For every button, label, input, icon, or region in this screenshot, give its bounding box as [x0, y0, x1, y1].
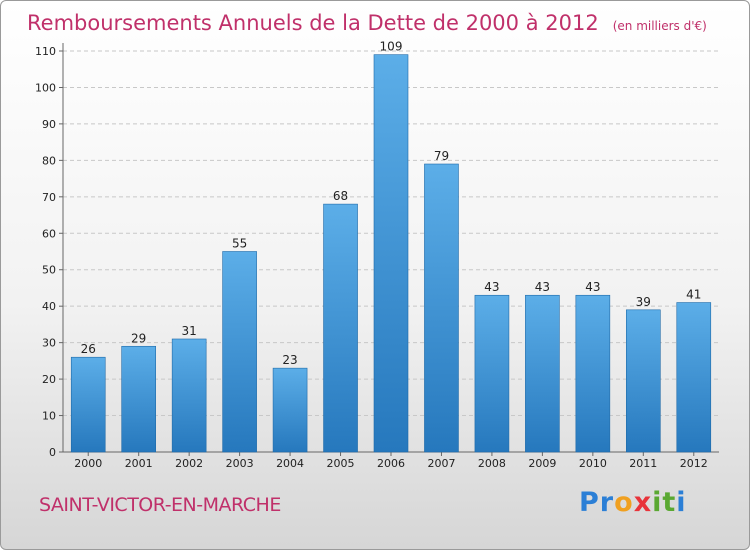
y-tick-label: 10	[42, 410, 56, 423]
value-label: 43	[535, 280, 550, 294]
value-label: 68	[333, 189, 348, 203]
value-label: 31	[182, 324, 197, 338]
value-label: 26	[81, 342, 96, 356]
bar-layer	[70, 54, 712, 453]
logo-letter: r	[599, 487, 615, 518]
proxiti-logo[interactable]: Proxiti	[579, 487, 687, 518]
value-label: 23	[282, 353, 297, 367]
x-tick-label: 2011	[629, 457, 657, 470]
x-tick-label: 2009	[528, 457, 556, 470]
logo-letter: i	[676, 487, 687, 518]
bar-2009	[525, 294, 560, 453]
y-tick-label: 30	[42, 337, 56, 350]
y-tick-label: 40	[42, 300, 56, 313]
x-tick-label: 2005	[327, 457, 355, 470]
chart-subtitle: (en milliers d'€)	[613, 19, 707, 33]
y-tick-label: 50	[42, 264, 56, 277]
y-tick-label: 60	[42, 227, 56, 240]
logo-letter: i	[652, 487, 663, 518]
y-tick-label: 0	[49, 446, 56, 459]
value-label: 39	[636, 295, 651, 309]
x-tick-label: 2010	[579, 457, 607, 470]
logo-letter: t	[662, 487, 677, 518]
bar-2005	[323, 203, 358, 453]
x-tick-label: 2006	[377, 457, 405, 470]
value-label: 43	[484, 280, 499, 294]
value-label: 41	[686, 288, 701, 302]
bar-2004	[272, 367, 308, 453]
bar-2002	[171, 338, 207, 453]
x-tick-label: 2002	[175, 457, 203, 470]
y-tick-label: 110	[35, 45, 56, 58]
x-tick-label: 2008	[478, 457, 506, 470]
x-tick-label: 2012	[680, 457, 708, 470]
commune-name: SAINT-VICTOR-EN-MARCHE	[39, 494, 281, 516]
value-label: 109	[380, 40, 403, 54]
x-tick-label: 2003	[226, 457, 254, 470]
y-tick-label: 100	[35, 81, 56, 94]
bar-2007	[424, 163, 459, 453]
bar-2010	[575, 294, 611, 453]
bar-2008	[474, 294, 510, 453]
logo-letter: x	[633, 487, 653, 518]
bar-2001	[121, 345, 156, 453]
axis-layer: 0 10 20 30 40 50 60 70 80 90 100 110 2000 2001 2002 200…	[35, 43, 719, 470]
bar-2012	[676, 302, 712, 453]
bar-2011	[626, 309, 661, 453]
label-layer: 26 29 31 55 23 68 109 79 43 43 43 39 41	[81, 40, 702, 368]
y-tick-label: 20	[42, 373, 56, 386]
bar-2003	[222, 251, 257, 453]
y-tick-label: 70	[42, 191, 56, 204]
logo-letter: P	[579, 487, 600, 518]
value-label: 29	[131, 331, 146, 345]
bar-2006	[373, 54, 409, 453]
value-label: 79	[434, 149, 449, 163]
chart-title: Remboursements Annuels de la Dette de 20…	[27, 11, 599, 35]
x-tick-label: 2001	[125, 457, 153, 470]
value-label: 43	[585, 280, 600, 294]
bar-2000	[70, 356, 106, 453]
x-tick-label: 2007	[427, 457, 455, 470]
logo-letter: o	[614, 487, 634, 518]
y-tick-label: 80	[42, 154, 56, 167]
value-label: 55	[232, 237, 247, 251]
x-tick-label: 2004	[276, 457, 304, 470]
y-tick-label: 90	[42, 118, 56, 131]
x-tick-label: 2000	[74, 457, 102, 470]
